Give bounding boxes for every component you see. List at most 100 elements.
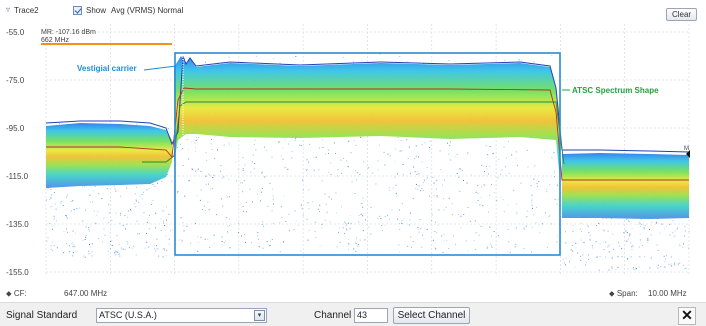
noise-dot [250,242,252,244]
noise-dot [355,243,357,245]
noise-dot [658,264,659,266]
noise-dot [429,140,431,142]
noise-dot [550,223,552,225]
center-frequency-value[interactable]: 647.00 MHz [64,289,108,298]
noise-dot [243,210,245,212]
noise-dot [252,201,253,203]
noise-dot [365,219,367,221]
noise-dot [493,152,495,154]
noise-dot [197,168,199,170]
noise-dot [223,144,225,146]
noise-dot [537,185,538,187]
noise-dot [162,210,164,212]
span-value[interactable]: 10.00 MHz [648,289,687,298]
noise-dot [330,162,332,164]
noise-dot [249,188,251,190]
y-tick-label: -75.0 [6,76,25,85]
noise-dot [485,145,487,147]
noise-dot [207,238,209,240]
noise-dot [315,156,317,158]
noise-dot [326,211,328,213]
noise-dot [449,145,451,147]
noise-dot [668,263,670,265]
noise-dot [467,152,469,154]
noise-dot [467,250,469,252]
noise-dot [54,192,55,193]
noise-dot [74,232,76,234]
noise-dot [657,267,659,269]
signal-standard-dropdown[interactable]: ATSC (U.S.A.) ▾ [96,308,267,323]
noise-dot [626,240,628,242]
noise-dot [684,235,685,237]
noise-dot [531,199,533,201]
noise-dot [188,158,189,160]
noise-dot [267,205,269,207]
noise-dot [407,61,409,63]
noise-dot [461,170,463,171]
noise-dot [288,213,290,215]
noise-dot [507,251,509,253]
select-channel-button[interactable]: Select Channel [393,307,470,324]
noise-dot [625,230,627,232]
noise-dot [416,174,418,176]
trace-selector[interactable]: ▿ Trace2 [6,5,39,15]
noise-dot [325,153,326,155]
noise-dot [308,230,310,232]
noise-dot [282,147,284,149]
noise-dot [163,248,165,250]
noise-dot [656,222,657,224]
noise-dot [432,239,434,241]
cf-marker-icon: ⬥ [6,289,12,298]
noise-dot [442,198,444,199]
noise-dot [426,167,428,168]
noise-dot [627,258,629,260]
close-icon[interactable]: ✕ [678,307,696,325]
noise-dot [588,259,589,260]
noise-dot [622,265,623,267]
noise-dot [285,221,287,222]
noise-dot [679,245,681,247]
average-trace [46,87,689,181]
noise-dot [605,241,607,243]
noise-dot [508,172,510,174]
noise-dot [122,224,124,226]
noise-dot [297,224,299,226]
detection-mode-label[interactable]: Avg (VRMS) Normal [111,6,184,15]
noise-dot [68,245,70,247]
noise-dot [556,184,558,186]
noise-dot [503,146,505,148]
spectrum-plot[interactable]: MR: -107.16 dBm 662 MHz Vestigial carrie… [0,22,706,284]
noise-dot [259,200,261,202]
dropdown-arrow-icon[interactable]: ▾ [254,310,265,321]
noise-dot [155,250,157,252]
noise-dot [639,225,641,227]
noise-dot [190,242,192,244]
noise-dot [313,156,315,158]
noise-dot [89,201,91,203]
noise-dot [241,235,242,237]
noise-dot [623,232,625,234]
noise-dot [429,147,431,149]
noise-dot [226,217,228,218]
noise-dot [245,241,246,243]
channel-input[interactable]: 43 [354,308,388,323]
noise-dot [402,174,404,176]
show-checkbox[interactable] [73,6,82,15]
noise-dot [459,168,461,170]
noise-dot [157,248,159,250]
noise-dot [106,188,108,190]
noise-dot [186,139,188,140]
noise-dot [337,169,339,171]
noise-dot [395,148,397,150]
noise-dot [629,235,631,237]
noise-dot [228,143,230,145]
noise-dot [361,203,363,204]
clear-button[interactable]: Clear [666,8,697,21]
noise-dot [211,149,213,150]
noise-dot [444,179,446,181]
noise-dot [599,256,601,257]
noise-dot [572,230,574,232]
noise-dot [222,205,224,207]
noise-dot [128,210,129,212]
noise-dot [136,221,137,223]
